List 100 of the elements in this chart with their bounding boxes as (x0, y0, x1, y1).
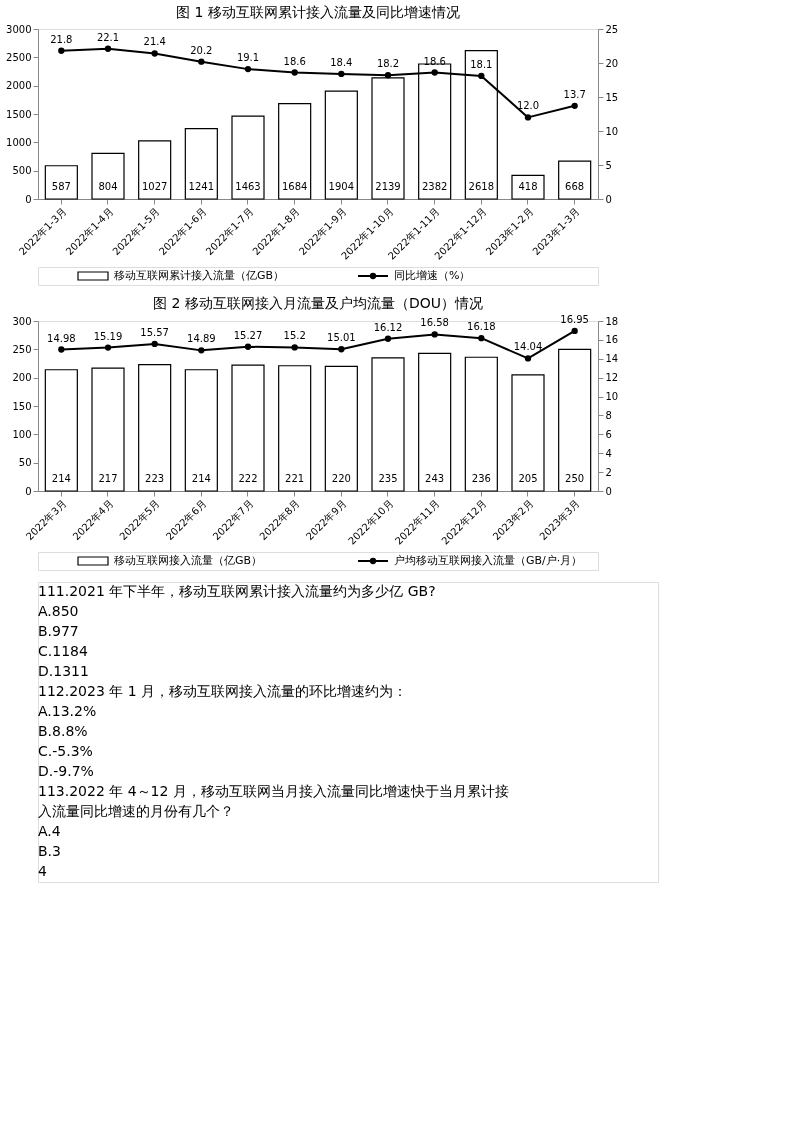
data-label: 236 (471, 473, 491, 484)
data-label: 1463 (235, 181, 261, 192)
data-label: 250 (565, 473, 585, 484)
y-tick-label: 2500 (6, 51, 32, 63)
y2-tick-label: 10 (605, 125, 619, 137)
y-tick-label: 300 (12, 315, 32, 327)
bar (558, 348, 592, 492)
data-label: 14.04 (513, 341, 543, 353)
data-label: 214 (191, 473, 211, 484)
bar (278, 102, 312, 200)
y-tick-label: 0 (25, 485, 32, 497)
data-label: 21.8 (50, 33, 73, 45)
text: D.1311 (38, 663, 89, 679)
text: 入流量同比增速的月份有几个？ (38, 803, 234, 819)
bar (44, 165, 78, 200)
data-label: 15.2 (283, 330, 306, 342)
point (151, 50, 158, 57)
chart-title: 图 1 移动互联网累计接入流量及同比增速情况 (176, 4, 460, 20)
data-label: 804 (98, 181, 118, 192)
y2-tick-label: 6 (605, 428, 612, 440)
text: A.850 (38, 603, 79, 619)
point (104, 344, 112, 351)
y2-tick-label: 25 (605, 23, 619, 35)
data-label: 18.1 (470, 58, 493, 70)
point (478, 72, 485, 80)
bar (511, 374, 545, 492)
text: B.3 (38, 843, 61, 859)
y-tick-label: 100 (12, 428, 32, 440)
data-label: 14.89 (187, 333, 216, 345)
bar (371, 357, 405, 492)
data-label: 15.27 (233, 329, 263, 341)
bar (231, 364, 265, 492)
bar (324, 365, 358, 492)
data-label: 18.4 (330, 56, 353, 68)
data-label: 235 (378, 473, 398, 484)
point (524, 114, 532, 121)
y2-tick-label: 10 (605, 391, 619, 403)
y2-tick-label: 12 (605, 372, 619, 384)
text: C.-5.3% (38, 743, 93, 759)
y-tick-label: 50 (18, 457, 32, 469)
point (571, 102, 578, 109)
bar (324, 90, 358, 200)
data-label: 19.1 (236, 52, 260, 64)
data-label: 223 (145, 473, 165, 484)
y-tick-label: 1000 (6, 136, 32, 148)
bar (418, 352, 452, 492)
text: B.8.8% (38, 723, 88, 739)
data-label: 2139 (375, 181, 401, 192)
data-label: 16.95 (560, 313, 589, 325)
data-label: 1904 (328, 181, 355, 192)
point (151, 340, 158, 348)
data-label: 13.7 (563, 88, 586, 100)
y-tick-label: 1500 (6, 108, 32, 120)
data-label: 217 (98, 473, 118, 484)
data-label: 2618 (468, 181, 495, 192)
y2-tick-label: 5 (605, 159, 612, 171)
legend-label: 户均移动互联网接入流量（GB/户·月） (394, 554, 583, 567)
y2-tick-label: 0 (605, 193, 612, 205)
legend-label: 移动互联网接入流量（亿GB） (114, 554, 263, 567)
y-tick-label: 0 (25, 193, 32, 205)
data-label: 16.12 (373, 321, 403, 333)
y2-tick-label: 16 (605, 334, 619, 346)
data-label: 222 (238, 473, 258, 484)
text: A.13.2% (38, 703, 97, 719)
point (431, 69, 438, 76)
point (244, 65, 252, 73)
data-label: 1684 (281, 181, 308, 192)
text: D.-9.7% (38, 763, 94, 779)
text: B.977 (38, 623, 79, 639)
y2-tick-label: 15 (605, 91, 619, 103)
y2-tick-label: 2 (605, 466, 612, 478)
bar (91, 367, 125, 492)
bar (231, 115, 265, 200)
data-label: 18.2 (376, 58, 400, 70)
point (384, 72, 392, 79)
text: 113.2022 年 4～12 月，移动互联网当月接入流量同比增速快于当月累计接 (38, 783, 509, 799)
point (291, 69, 298, 76)
point (244, 343, 252, 350)
text: C.1184 (38, 643, 88, 659)
bar (558, 160, 592, 200)
y2-tick-label: 14 (605, 353, 619, 365)
bar (464, 356, 498, 492)
legend-label: 移动互联网累计接入流量（亿GB） (114, 269, 285, 282)
y2-tick-label: 20 (605, 57, 619, 69)
data-label: 16.58 (420, 317, 449, 329)
point (524, 355, 532, 362)
data-label: 587 (51, 181, 71, 192)
point (571, 327, 578, 335)
point (291, 344, 298, 351)
data-label: 15.19 (93, 330, 123, 342)
y2-tick-label: 8 (605, 409, 612, 421)
y-tick-label: 3000 (6, 23, 32, 35)
point (198, 347, 205, 354)
point (478, 335, 485, 342)
data-label: 18.6 (423, 55, 446, 67)
y2-tick-label: 4 (605, 447, 612, 459)
data-label: 18.6 (283, 55, 306, 67)
point (338, 346, 345, 353)
bar (44, 369, 78, 492)
text: 4 (38, 863, 47, 879)
